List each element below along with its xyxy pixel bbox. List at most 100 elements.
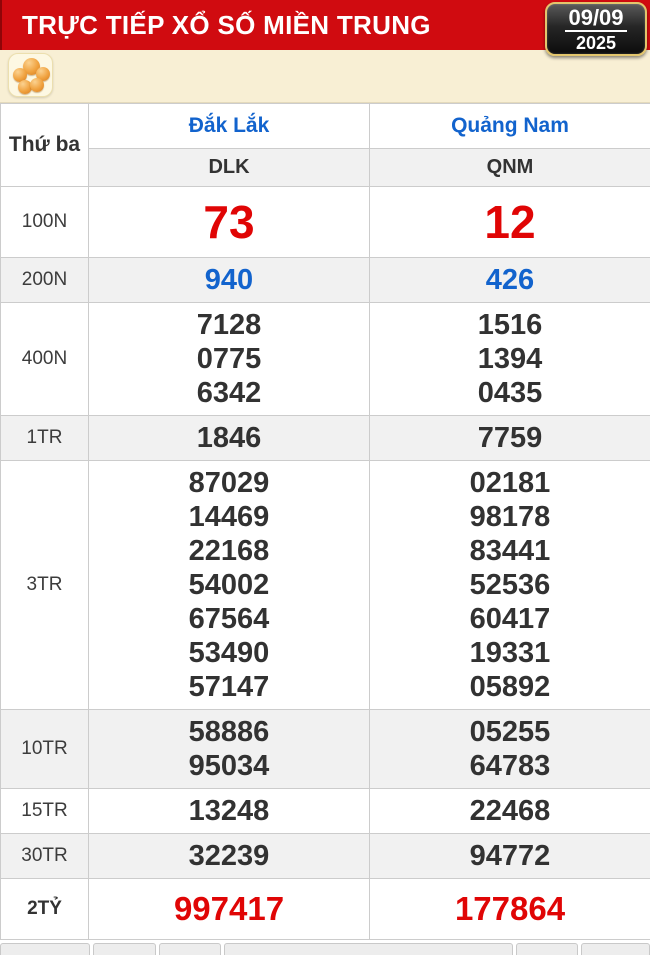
prize-number: 14469 xyxy=(188,501,270,533)
prize-number: 7128 xyxy=(196,309,262,341)
partial-table-cell xyxy=(516,943,579,955)
station-code-qnm: QNM xyxy=(369,148,650,187)
prize-number: 05892 xyxy=(469,671,551,703)
table-row: 400N 7128 0775 6342 1516 1394 0435 xyxy=(0,302,650,416)
prize-number: 95034 xyxy=(188,750,270,782)
prize-number: 64783 xyxy=(469,750,551,782)
prize-number: 0775 xyxy=(196,343,262,375)
prize-number: 7759 xyxy=(477,422,543,454)
prize-numbers-cell: 7128 0775 6342 xyxy=(88,302,370,416)
prize-number: 13248 xyxy=(188,795,270,827)
partial-table-cell xyxy=(158,943,221,955)
prize-number: 1394 xyxy=(477,343,543,375)
prize-number: 02181 xyxy=(469,467,551,499)
prize-numbers-cell: 02181 98178 83441 52536 60417 19331 05892 xyxy=(369,460,650,710)
table-row: 2TỶ 997417 177864 xyxy=(0,878,650,940)
prize-number: 53490 xyxy=(188,637,270,669)
prize-number: 19331 xyxy=(469,637,551,669)
prize-number: 177864 xyxy=(454,890,566,927)
prize-number: 1846 xyxy=(196,422,262,454)
partial-next-table xyxy=(0,943,650,955)
date-year: 2025 xyxy=(575,33,617,53)
prize-number: 12 xyxy=(484,196,536,248)
prize-number: 997417 xyxy=(173,890,285,927)
prize-tier-label: 400N xyxy=(0,302,89,416)
prize-tier-label: 3TR xyxy=(0,460,89,710)
prize-number: 67564 xyxy=(188,603,270,635)
prize-numbers-cell: 94772 xyxy=(369,833,650,879)
table-row: 30TR 32239 94772 xyxy=(0,833,650,879)
prize-number: 22168 xyxy=(188,535,270,567)
prize-number: 0435 xyxy=(477,377,543,409)
prize-numbers-cell: 177864 xyxy=(369,878,650,940)
station-link-dak-lak[interactable]: Đắk Lắk xyxy=(88,103,370,149)
table-row: 1TR 1846 7759 xyxy=(0,415,650,461)
prize-number: 54002 xyxy=(188,569,270,601)
prize-numbers-cell: 73 xyxy=(88,186,370,258)
table-row: 15TR 13248 22468 xyxy=(0,788,650,834)
prize-numbers-cell: 05255 64783 xyxy=(369,709,650,789)
table-row: 200N 940 426 xyxy=(0,257,650,303)
prize-tier-label: 2TỶ xyxy=(0,878,89,940)
prize-tier-label: 1TR xyxy=(0,415,89,461)
prize-numbers-cell: 7759 xyxy=(369,415,650,461)
prize-numbers-cell: 997417 xyxy=(88,878,370,940)
station-name-row: Thứ ba Đắk Lắk Quảng Nam xyxy=(0,103,650,187)
prize-numbers-cell: 426 xyxy=(369,257,650,303)
toolbar xyxy=(0,50,650,103)
date-day-month: 09/09 xyxy=(565,5,627,32)
table-row: 100N 73 12 xyxy=(0,186,650,258)
page-title: TRỰC TIẾP XỔ SỐ MIỀN TRUNG xyxy=(22,9,431,40)
prize-number: 940 xyxy=(204,264,254,296)
prize-numbers-cell: 1516 1394 0435 xyxy=(369,302,650,416)
prize-number: 05255 xyxy=(469,716,551,748)
prize-numbers-cell: 1846 xyxy=(88,415,370,461)
prize-numbers-cell: 13248 xyxy=(88,788,370,834)
prize-number: 73 xyxy=(203,196,255,248)
prize-numbers-cell: 58886 95034 xyxy=(88,709,370,789)
ball-icon xyxy=(23,58,40,75)
partial-table-cell xyxy=(223,943,514,955)
prize-numbers-cell: 22468 xyxy=(369,788,650,834)
results-body: 100N 73 12 200N 940 426 400N 7128 0775 6342 1516 13… xyxy=(0,186,650,940)
prize-number: 1516 xyxy=(477,309,543,341)
partial-table-cell xyxy=(581,943,650,955)
ball-icon xyxy=(30,78,44,92)
table-row: 10TR 58886 95034 05255 64783 xyxy=(0,709,650,789)
page-header: TRỰC TIẾP XỔ SỐ MIỀN TRUNG 09/09 2025 xyxy=(0,0,650,56)
prize-number: 426 xyxy=(485,264,535,296)
partial-table-cell xyxy=(92,943,156,955)
prize-numbers-cell: 12 xyxy=(369,186,650,258)
prize-number: 60417 xyxy=(469,603,551,635)
station-code-dlk: DLK xyxy=(88,148,370,187)
station-code-row: DLK QNM xyxy=(1,148,650,187)
results-table: Thứ ba Đắk Lắk Quảng Nam DLK QNM 100N 73 1… xyxy=(0,103,650,940)
ball-icon xyxy=(18,80,32,94)
prize-tier-label: 100N xyxy=(0,186,89,258)
prize-number: 57147 xyxy=(188,671,270,703)
prize-number: 94772 xyxy=(469,840,551,872)
prize-tier-label: 15TR xyxy=(0,788,89,834)
prize-number: 87029 xyxy=(188,467,270,499)
ball-icon xyxy=(36,67,50,81)
prize-numbers-cell: 940 xyxy=(88,257,370,303)
prize-tier-label: 30TR xyxy=(0,833,89,879)
prize-number: 98178 xyxy=(469,501,551,533)
prize-number: 52536 xyxy=(469,569,551,601)
prize-tier-label: 10TR xyxy=(0,709,89,789)
prize-numbers-cell: 87029 14469 22168 54002 67564 53490 57147 xyxy=(88,460,370,710)
lottery-balls-icon[interactable] xyxy=(8,53,53,97)
date-picker-badge[interactable]: 09/09 2025 xyxy=(545,2,647,56)
prize-numbers-cell: 32239 xyxy=(88,833,370,879)
prize-tier-label: 200N xyxy=(0,257,89,303)
weekday-label: Thứ ba xyxy=(0,103,89,187)
prize-number: 58886 xyxy=(188,716,270,748)
prize-number: 6342 xyxy=(196,377,262,409)
ball-icon xyxy=(13,68,27,82)
partial-table-cell xyxy=(0,943,90,955)
prize-number: 32239 xyxy=(188,840,270,872)
prize-number: 83441 xyxy=(469,535,551,567)
prize-number: 22468 xyxy=(469,795,551,827)
station-link-quang-nam[interactable]: Quảng Nam xyxy=(369,103,650,149)
